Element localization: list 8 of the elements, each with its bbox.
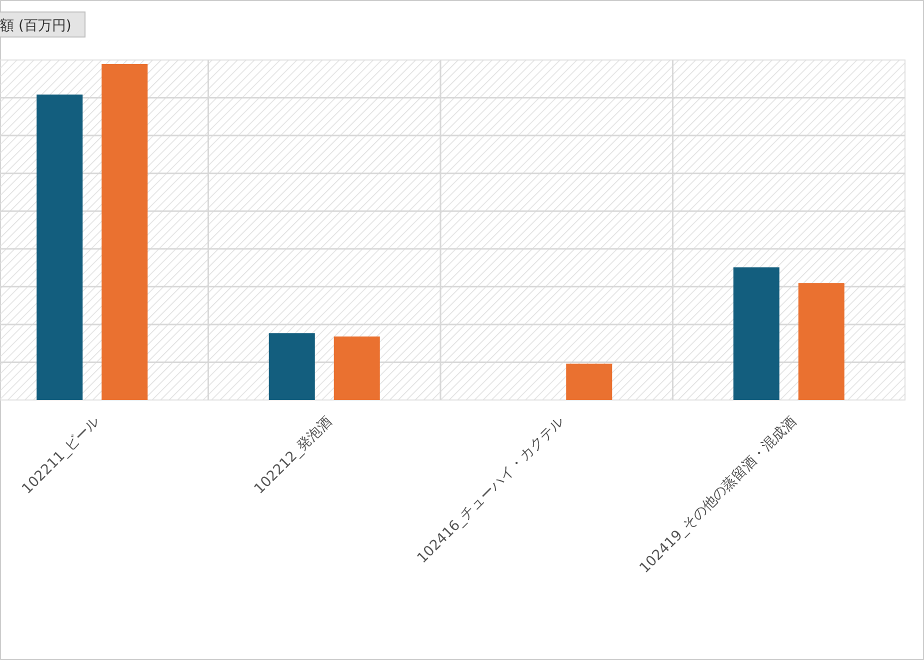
bar <box>334 336 380 400</box>
bar <box>798 283 844 400</box>
bar <box>102 64 148 400</box>
bar <box>36 94 83 400</box>
bar <box>733 267 780 400</box>
bar <box>566 364 612 400</box>
bar <box>268 333 315 400</box>
chart-title: 額 (百万円) <box>0 18 72 34</box>
